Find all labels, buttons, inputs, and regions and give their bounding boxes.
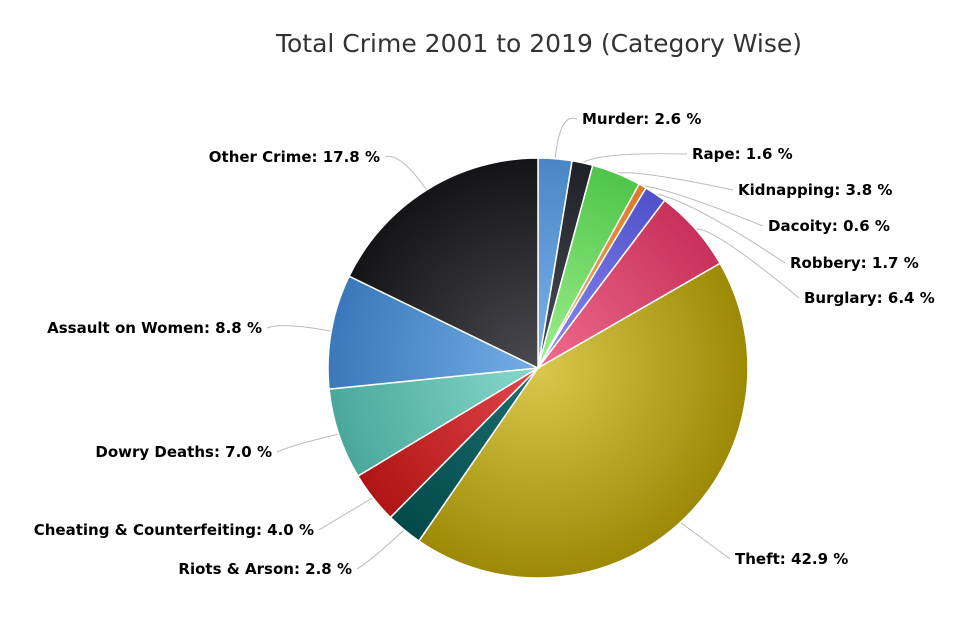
leader-line <box>384 155 428 191</box>
leader-line <box>356 529 405 570</box>
leader-line <box>680 521 731 560</box>
slice-label: Murder: 2.6 % <box>582 110 701 128</box>
slice-label: Burglary: 6.4 % <box>804 289 935 307</box>
leader-line <box>266 325 332 332</box>
pie-slice-assault-on-women[interactable] <box>327 275 541 390</box>
slice-label: Robbery: 1.7 % <box>790 254 919 272</box>
leader-line <box>276 433 339 453</box>
leader-line <box>695 228 800 299</box>
slice-label: Assault on Women: 8.8 % <box>47 319 262 337</box>
pie-slice-theft[interactable] <box>417 262 749 579</box>
slice-labels: Murder: 2.6 % Rape: 1.6 % Kidnapping: 3.8 … <box>34 110 935 578</box>
leader-line <box>655 193 786 264</box>
slice-label: Rape: 1.6 % <box>692 145 793 163</box>
pie-slices <box>327 157 749 579</box>
pie-slice-other-crime[interactable] <box>348 157 539 370</box>
leader-line <box>554 117 578 159</box>
leader-line <box>582 153 688 164</box>
slice-label: Dowry Deaths: 7.0 % <box>95 443 272 461</box>
leader-line <box>642 185 764 227</box>
slice-label: Dacoity: 0.6 % <box>768 217 890 235</box>
slice-label: Cheating & Counterfeiting: 4.0 % <box>34 521 314 539</box>
leader-line <box>318 497 374 531</box>
slice-label: Theft: 42.9 % <box>735 550 848 568</box>
slice-label: Riots & Arson: 2.8 % <box>178 560 352 578</box>
leader-line <box>616 172 734 191</box>
slice-label: Kidnapping: 3.8 % <box>738 181 892 199</box>
chart-title: Total Crime 2001 to 2019 (Category Wise) <box>275 29 802 58</box>
leader-lines <box>266 117 800 570</box>
slice-label: Other Crime: 17.8 % <box>209 148 380 166</box>
